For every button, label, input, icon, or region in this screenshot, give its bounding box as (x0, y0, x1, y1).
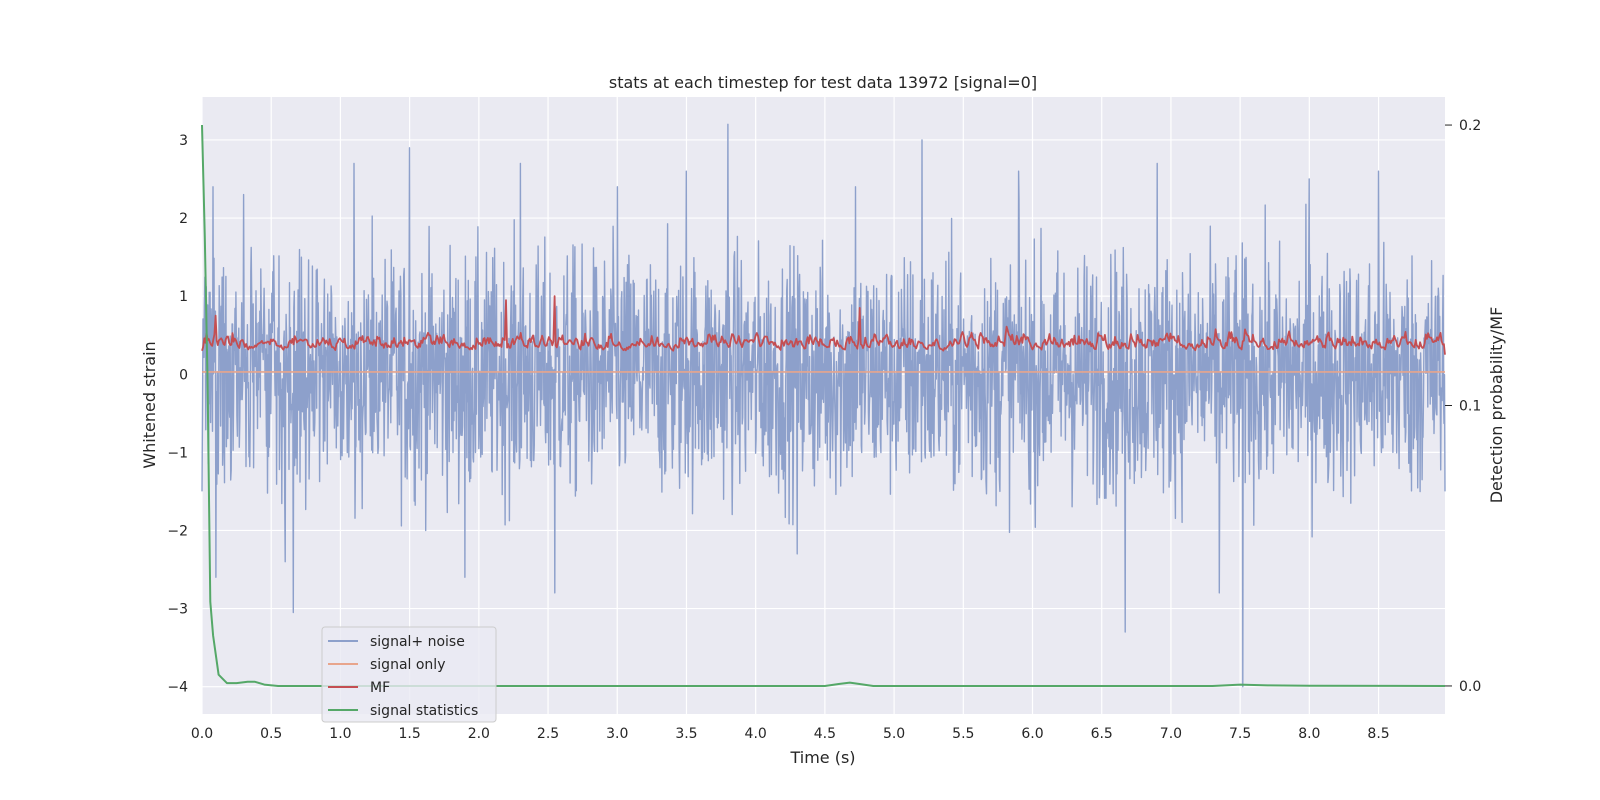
x-tick-label: 3.5 (675, 726, 697, 742)
y2-axis-title: Detection probability/MF (1487, 307, 1506, 504)
legend-label-mf: MF (370, 680, 390, 696)
legend: signal+ noise signal only MF signal stat… (321, 626, 497, 723)
series-line-mf (201, 295, 1446, 355)
x-tick-label: 2.5 (537, 726, 559, 742)
x-tick-label: 7.5 (1229, 726, 1251, 742)
x-tick-label: 8.5 (1367, 726, 1389, 742)
legend-label-signal-only: signal only (370, 657, 445, 673)
x-tick-label: 4.5 (814, 726, 836, 742)
x-tick-label: 6.0 (1021, 726, 1043, 742)
x-tick-label: 5.0 (883, 726, 905, 742)
x-tick-label: 3.0 (606, 726, 628, 742)
x-tick-label: 8.0 (1298, 726, 1320, 742)
x-tick-label: 0.0 (191, 726, 213, 742)
x-tick-label: 6.5 (1091, 726, 1113, 742)
x-tick-label: 1.0 (329, 726, 351, 742)
y-tick-label: −2 (167, 523, 188, 539)
y2-tick-label: 0.2 (1459, 118, 1481, 134)
y-tick-label: 0 (179, 367, 188, 383)
legend-box (321, 626, 497, 723)
x-tick-label: 4.0 (745, 726, 767, 742)
x-tick-label: 0.5 (260, 726, 282, 742)
y-tick-label: 2 (179, 211, 188, 227)
y-axis-title: Whitened strain (140, 341, 159, 468)
x-tick-label: 1.5 (398, 726, 420, 742)
chart-title: stats at each timestep for test data 139… (609, 73, 1037, 92)
x-axis-title: Time (s) (789, 748, 855, 767)
y-tick-label: −4 (167, 680, 188, 696)
x-tick-label: 2.0 (468, 726, 490, 742)
y-tick-label: −3 (167, 602, 188, 618)
legend-label-signal-statistics: signal statistics (370, 703, 478, 719)
series-line-signal-noise (201, 123, 1446, 688)
x-tick-label: 5.5 (952, 726, 974, 742)
y-tick-label: 1 (179, 289, 188, 305)
y2-tick-label: 0.1 (1459, 399, 1481, 415)
axes: 0.0 0.5 1.0 1.5 2.0 2.5 3.0 3.5 4.0 4.5 5.0 5.5 6.0 6… (167, 118, 1481, 742)
y-tick-label: −1 (167, 445, 188, 461)
legend-label-signal-noise: signal+ noise (370, 634, 465, 650)
y-tick-label: 3 (179, 133, 188, 149)
y2-tick-label: 0.0 (1459, 679, 1481, 695)
x-tick-label: 7.0 (1160, 726, 1182, 742)
